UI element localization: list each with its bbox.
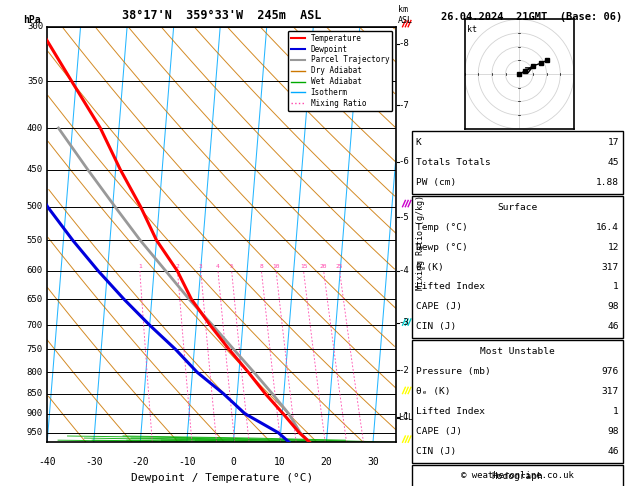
Text: 700: 700	[27, 321, 43, 330]
Text: CIN (J): CIN (J)	[416, 322, 456, 331]
Text: kt: kt	[467, 25, 477, 34]
Text: 317: 317	[602, 387, 619, 396]
Text: 350: 350	[27, 76, 43, 86]
Text: 900: 900	[27, 409, 43, 418]
Text: 1: 1	[613, 407, 619, 416]
Text: Temp (°C): Temp (°C)	[416, 223, 467, 232]
Text: 98: 98	[608, 302, 619, 312]
Text: Mixing Ratio (g/kg): Mixing Ratio (g/kg)	[416, 195, 425, 291]
Text: -20: -20	[131, 457, 149, 467]
Text: -2: -2	[398, 365, 409, 375]
Text: 1.88: 1.88	[596, 178, 619, 187]
Text: 16.4: 16.4	[596, 223, 619, 232]
Text: -6: -6	[398, 157, 409, 166]
Text: Surface: Surface	[498, 203, 537, 212]
Text: 10: 10	[272, 264, 280, 269]
Text: 38°17'N  359°33'W  245m  ASL: 38°17'N 359°33'W 245m ASL	[122, 9, 321, 22]
Text: -5: -5	[398, 212, 409, 222]
Text: PW (cm): PW (cm)	[416, 178, 456, 187]
Text: 8: 8	[260, 264, 264, 269]
Text: 750: 750	[27, 345, 43, 354]
Text: 46: 46	[608, 447, 619, 456]
Text: -3: -3	[398, 318, 409, 327]
Text: θₑ(K): θₑ(K)	[416, 262, 445, 272]
Text: 98: 98	[608, 427, 619, 436]
Text: 450: 450	[27, 165, 43, 174]
Text: hPa: hPa	[23, 15, 40, 25]
Text: CIN (J): CIN (J)	[416, 447, 456, 456]
Text: -40: -40	[38, 457, 56, 467]
Text: 3: 3	[199, 264, 203, 269]
Text: -7: -7	[398, 101, 409, 110]
Text: 30: 30	[367, 457, 379, 467]
Text: Lifted Index: Lifted Index	[416, 407, 485, 416]
Text: km
ASL: km ASL	[398, 5, 413, 25]
Text: CAPE (J): CAPE (J)	[416, 427, 462, 436]
Text: 1: 1	[138, 264, 142, 269]
Text: 12: 12	[608, 243, 619, 252]
Text: 650: 650	[27, 295, 43, 304]
Text: 25: 25	[336, 264, 343, 269]
Text: 300: 300	[27, 22, 43, 31]
Text: 20: 20	[320, 264, 328, 269]
Text: 0: 0	[230, 457, 237, 467]
Text: 26.04.2024  21GMT  (Base: 06): 26.04.2024 21GMT (Base: 06)	[441, 12, 622, 22]
Text: -8: -8	[398, 39, 409, 49]
Text: -4: -4	[398, 266, 409, 276]
Text: Dewpoint / Temperature (°C): Dewpoint / Temperature (°C)	[131, 473, 313, 484]
Text: 1: 1	[613, 282, 619, 292]
Text: 317: 317	[602, 262, 619, 272]
Text: 400: 400	[27, 123, 43, 133]
Text: 17: 17	[608, 138, 619, 147]
Text: Totals Totals: Totals Totals	[416, 158, 491, 167]
Text: CAPE (J): CAPE (J)	[416, 302, 462, 312]
Text: 976: 976	[602, 367, 619, 376]
Text: 800: 800	[27, 368, 43, 377]
Text: 45: 45	[608, 158, 619, 167]
Text: © weatheronline.co.uk: © weatheronline.co.uk	[460, 471, 574, 480]
Text: 46: 46	[608, 322, 619, 331]
Text: 20: 20	[321, 457, 332, 467]
Text: 950: 950	[27, 428, 43, 437]
Text: Most Unstable: Most Unstable	[480, 347, 555, 356]
Text: -1: -1	[398, 412, 409, 421]
Text: 15: 15	[300, 264, 308, 269]
Text: 5: 5	[230, 264, 233, 269]
Text: 4: 4	[216, 264, 220, 269]
Text: Lifted Index: Lifted Index	[416, 282, 485, 292]
Text: 600: 600	[27, 266, 43, 276]
Text: K: K	[416, 138, 421, 147]
Legend: Temperature, Dewpoint, Parcel Trajectory, Dry Adiabat, Wet Adiabat, Isotherm, Mi: Temperature, Dewpoint, Parcel Trajectory…	[288, 31, 392, 111]
Text: 850: 850	[27, 389, 43, 398]
Text: 500: 500	[27, 202, 43, 211]
Text: θₑ (K): θₑ (K)	[416, 387, 450, 396]
Text: 550: 550	[27, 236, 43, 245]
Text: -30: -30	[85, 457, 103, 467]
Text: -10: -10	[178, 457, 196, 467]
Text: Pressure (mb): Pressure (mb)	[416, 367, 491, 376]
Text: Hodograph: Hodograph	[491, 471, 543, 481]
Text: LCL: LCL	[398, 413, 413, 422]
Text: 10: 10	[274, 457, 286, 467]
Text: Dewp (°C): Dewp (°C)	[416, 243, 467, 252]
Text: 2: 2	[175, 264, 179, 269]
